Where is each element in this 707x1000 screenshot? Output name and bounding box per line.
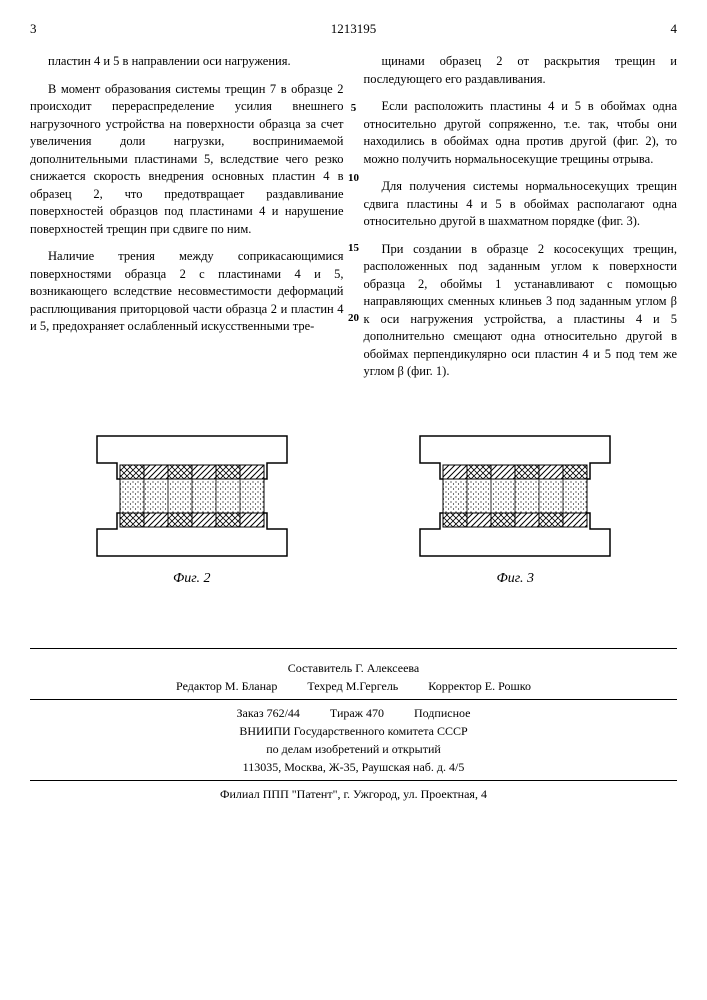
footer-order: Заказ 762/44 [237, 704, 300, 722]
line-marker: 10 [348, 171, 359, 186]
footer-compiler: Составитель Г. Алексеева [30, 659, 677, 677]
left-column: пластин 4 и 5 в направлении оси нагружен… [30, 53, 344, 391]
figure-3-svg [405, 431, 625, 561]
right-column: щинами образец 2 от раскрытия трещин и п… [364, 53, 678, 391]
footer-org1: ВНИИПИ Государственного комитета СССР [30, 722, 677, 740]
figure-2-caption: Фиг. 2 [82, 569, 302, 589]
footer-podpisnoe: Подписное [414, 704, 471, 722]
footer-tirazh: Тираж 470 [330, 704, 384, 722]
footer-techred: Техред М.Гергель [307, 677, 398, 695]
footer: Составитель Г. Алексеева Редактор М. Бла… [30, 648, 677, 803]
line-marker: 15 [348, 241, 359, 256]
line-marker: 20 [348, 311, 359, 326]
footer-corrector: Корректор Е. Рошко [428, 677, 531, 695]
footer-org2: по делам изобретений и открытий [30, 740, 677, 758]
footer-address: 113035, Москва, Ж-35, Раушская наб. д. 4… [30, 758, 677, 776]
footer-filial: Филиал ППП "Патент", г. Ужгород, ул. Про… [30, 785, 677, 803]
paragraph: Наличие трения между соприкасающимися по… [30, 248, 344, 336]
paragraph: щинами образец 2 от раскрытия трещин и п… [364, 53, 678, 88]
text-columns: пластин 4 и 5 в направлении оси нагружен… [30, 53, 677, 391]
footer-editor: Редактор М. Бланар [176, 677, 277, 695]
page-number-right: 4 [671, 20, 678, 38]
figure-3: Фиг. 3 [405, 431, 625, 589]
figure-3-caption: Фиг. 3 [405, 569, 625, 589]
figure-2-svg [82, 431, 302, 561]
paragraph: пластин 4 и 5 в направлении оси нагружен… [30, 53, 344, 71]
footer-credits: Редактор М. Бланар Техред М.Гергель Корр… [30, 677, 677, 695]
paragraph: При создании в образце 2 кососекущих тре… [364, 241, 678, 381]
paragraph: Для получения системы нормальносекущих т… [364, 178, 678, 231]
figure-2: Фиг. 2 [82, 431, 302, 589]
page-header: 3 1213195 4 [30, 20, 677, 38]
figures-row: Фиг. 2 [30, 431, 677, 589]
document-number: 1213195 [37, 20, 671, 38]
footer-order-row: Заказ 762/44 Тираж 470 Подписное [30, 704, 677, 722]
line-marker: 5 [351, 101, 357, 116]
paragraph: В момент образования системы трещин 7 в … [30, 81, 344, 239]
paragraph: Если расположить пластины 4 и 5 в обойма… [364, 98, 678, 168]
